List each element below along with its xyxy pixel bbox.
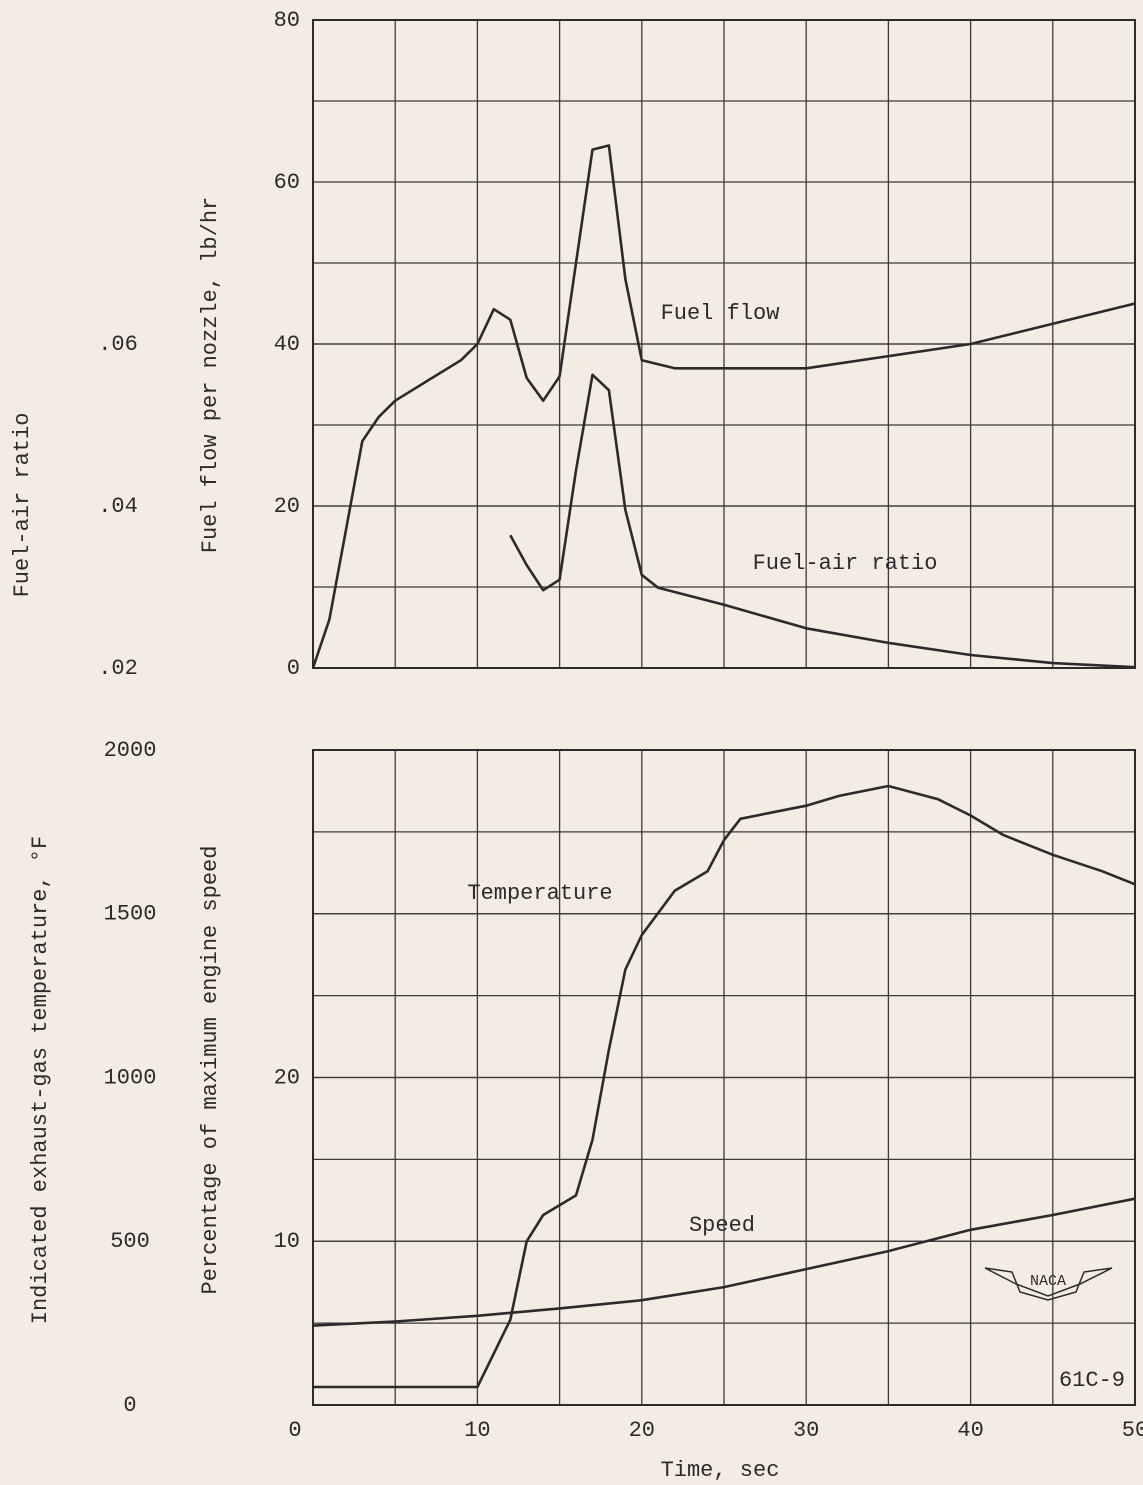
- y2-tick-label: 0: [123, 1393, 136, 1418]
- x-tick-label: 50: [1122, 1418, 1143, 1443]
- plot-frame: [312, 19, 1136, 669]
- y2-tick-label: 2000: [104, 738, 157, 763]
- y-axis-label: Fuel flow per nozzle, lb/hr: [198, 197, 223, 553]
- line-series: [312, 1197, 1136, 1327]
- y-tick-label: 0: [287, 656, 300, 681]
- x-tick-label: 40: [957, 1418, 983, 1443]
- y2-axis-label: Fuel-air ratio: [10, 413, 35, 598]
- x-tick-label: 0: [288, 1418, 301, 1443]
- series-label: Temperature: [467, 881, 612, 906]
- y2-tick-label: .06: [98, 332, 138, 357]
- x-tick-label: 10: [464, 1418, 490, 1443]
- y2-tick-label: 1000: [104, 1065, 157, 1090]
- y-axis-label: Percentage of maximum engine speed: [198, 846, 223, 1295]
- logo-text: NACA: [1030, 1273, 1066, 1290]
- y2-tick-label: .02: [98, 656, 138, 681]
- series-label: Speed: [689, 1213, 755, 1238]
- line-series: [313, 784, 1136, 1389]
- y2-axis-label: Indicated exhaust-gas temperature, °F: [28, 836, 53, 1324]
- naca-logo: NACA: [984, 1267, 1113, 1301]
- y-tick-label: 40: [274, 332, 300, 357]
- line-series: [509, 373, 1136, 669]
- y2-tick-label: 500: [110, 1229, 150, 1254]
- x-tick-label: 30: [793, 1418, 819, 1443]
- y2-tick-label: 1500: [104, 902, 157, 927]
- y-tick-label: 80: [274, 8, 300, 33]
- x-axis-label: Time, sec: [661, 1458, 780, 1483]
- y-tick-label: 20: [274, 494, 300, 519]
- x-tick-label: 20: [629, 1418, 655, 1443]
- y-tick-label: 20: [274, 1065, 300, 1090]
- y2-tick-label: .04: [98, 494, 138, 519]
- series-label: Fuel-air ratio: [753, 551, 938, 576]
- series-label: Fuel flow: [661, 301, 780, 326]
- plot-frame: [312, 749, 1136, 1406]
- y-tick-label: 10: [274, 1229, 300, 1254]
- y-tick-label: 60: [274, 170, 300, 195]
- logo-wings: [984, 1267, 1113, 1301]
- annotation: 61C-9: [1059, 1368, 1125, 1393]
- line-series: [311, 144, 1136, 669]
